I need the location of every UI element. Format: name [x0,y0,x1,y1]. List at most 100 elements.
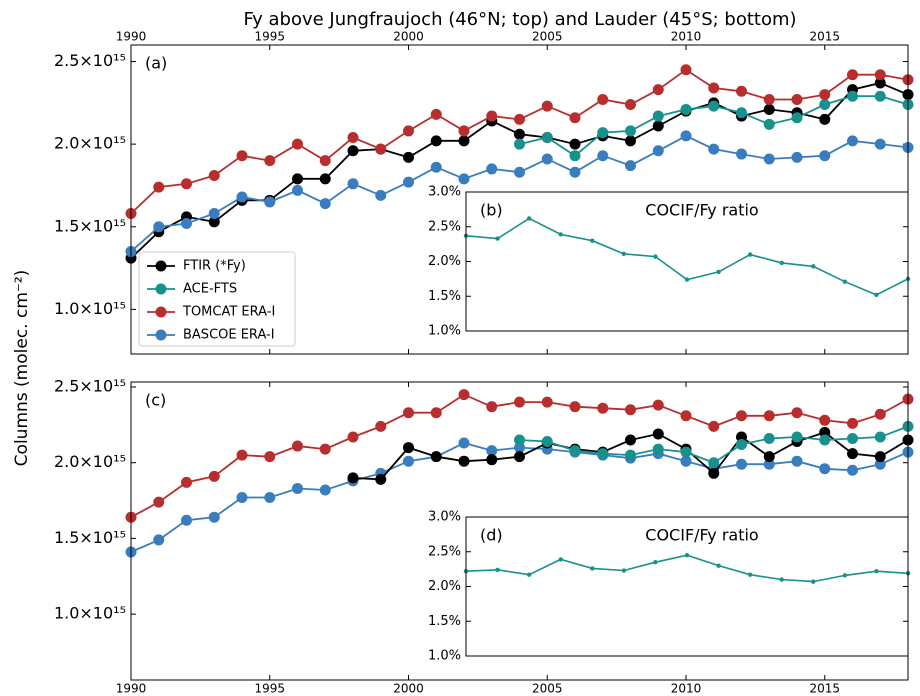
data-point [736,439,747,451]
x-tick-label: 2005 [532,30,563,44]
data-point [403,125,414,137]
data-point [874,90,886,102]
data-point [375,473,387,485]
data-point [597,127,609,139]
data-point [541,153,553,165]
data-point [375,189,387,201]
data-point [791,151,803,163]
data-point [486,163,498,175]
data-point [736,410,747,422]
data-point [558,232,563,237]
data-point [625,125,636,137]
data-point [292,173,303,185]
data-point [319,484,331,496]
data-point [153,534,165,546]
data-point [403,176,414,188]
data-point [590,566,595,571]
y-tick-label: 1.0% [428,324,461,339]
data-point [236,492,248,504]
data-point [747,252,753,257]
data-point [458,125,470,137]
data-point [514,396,525,408]
data-point [763,118,775,130]
y-tick-label: 3.0% [428,185,461,200]
data-point [874,569,879,574]
data-point [708,143,720,155]
data-point [680,446,692,458]
y-tick-label: 1.0×10¹⁵ [54,604,126,623]
x-tick-label: 2005 [532,682,563,696]
x-tick-label: 2015 [809,682,840,696]
legend-marker [155,283,167,295]
data-point [791,407,803,419]
panel-label: (a) [145,54,167,73]
legend-label: BASCOE ERA-I [183,328,275,343]
x-tick-label: 2000 [393,682,424,696]
data-point [736,148,747,160]
data-point [347,132,359,144]
data-point [874,458,886,470]
data-point [874,292,879,298]
y-tick-label: 1.5×10¹⁵ [54,216,126,235]
y-tick-label: 2.0×10¹⁵ [54,134,126,153]
data-point [347,431,359,443]
data-point [874,431,886,443]
data-point [486,110,498,122]
data-point [597,402,609,414]
x-tick-label: 2010 [671,30,702,44]
panel-label: (d) [480,526,503,545]
data-point [621,568,627,573]
data-point [847,69,858,81]
legend-marker [155,306,167,318]
data-point [264,451,276,463]
data-point [625,135,636,147]
data-point [680,455,692,467]
legend-marker [155,329,167,341]
data-point [430,451,442,463]
data-point [763,432,775,444]
axes-frame [465,191,909,332]
legend-label: TOMCAT ERA-I [182,305,275,320]
data-point [716,563,721,568]
x-tick-label: 2010 [671,682,702,696]
data-point [514,166,525,178]
data-point [625,434,636,446]
data-point [842,573,848,578]
data-point [708,467,720,479]
inset-title: COCIF/Fy ratio [645,201,758,220]
data-point [708,82,720,94]
data-point [652,110,664,122]
data-point [652,120,664,132]
data-point [541,436,553,448]
data-point [264,196,276,208]
data-point [514,451,525,463]
data-point [208,216,220,228]
y-tick-label: 1.5% [428,289,461,304]
data-point [736,458,747,470]
data-point [514,113,525,125]
data-point [847,464,858,476]
data-point [621,251,627,257]
y-tick-label: 3.0% [428,510,461,525]
data-point [347,145,359,157]
y-tick-label: 2.5×10¹⁵ [54,376,126,395]
data-point [597,94,609,106]
data-point [652,84,664,96]
data-point [763,458,775,470]
data-point [847,448,858,460]
x-tick-label: 1990 [116,30,147,44]
x-tick-label: 1995 [254,682,285,696]
axes-frame [465,516,909,657]
y-tick-label: 2.0×10¹⁵ [54,452,126,471]
data-point [597,150,609,162]
data-point [558,557,563,562]
data-point [716,269,721,275]
data-point [791,94,803,106]
data-point [514,128,525,140]
data-point [625,449,636,461]
inset-panel: 1.0% 1.5% 2.0% 2.5% 3.0% (d) COCIF/Fy ratio [428,510,911,664]
data-point [680,130,692,142]
data-point [736,85,747,97]
data-point [652,399,664,411]
